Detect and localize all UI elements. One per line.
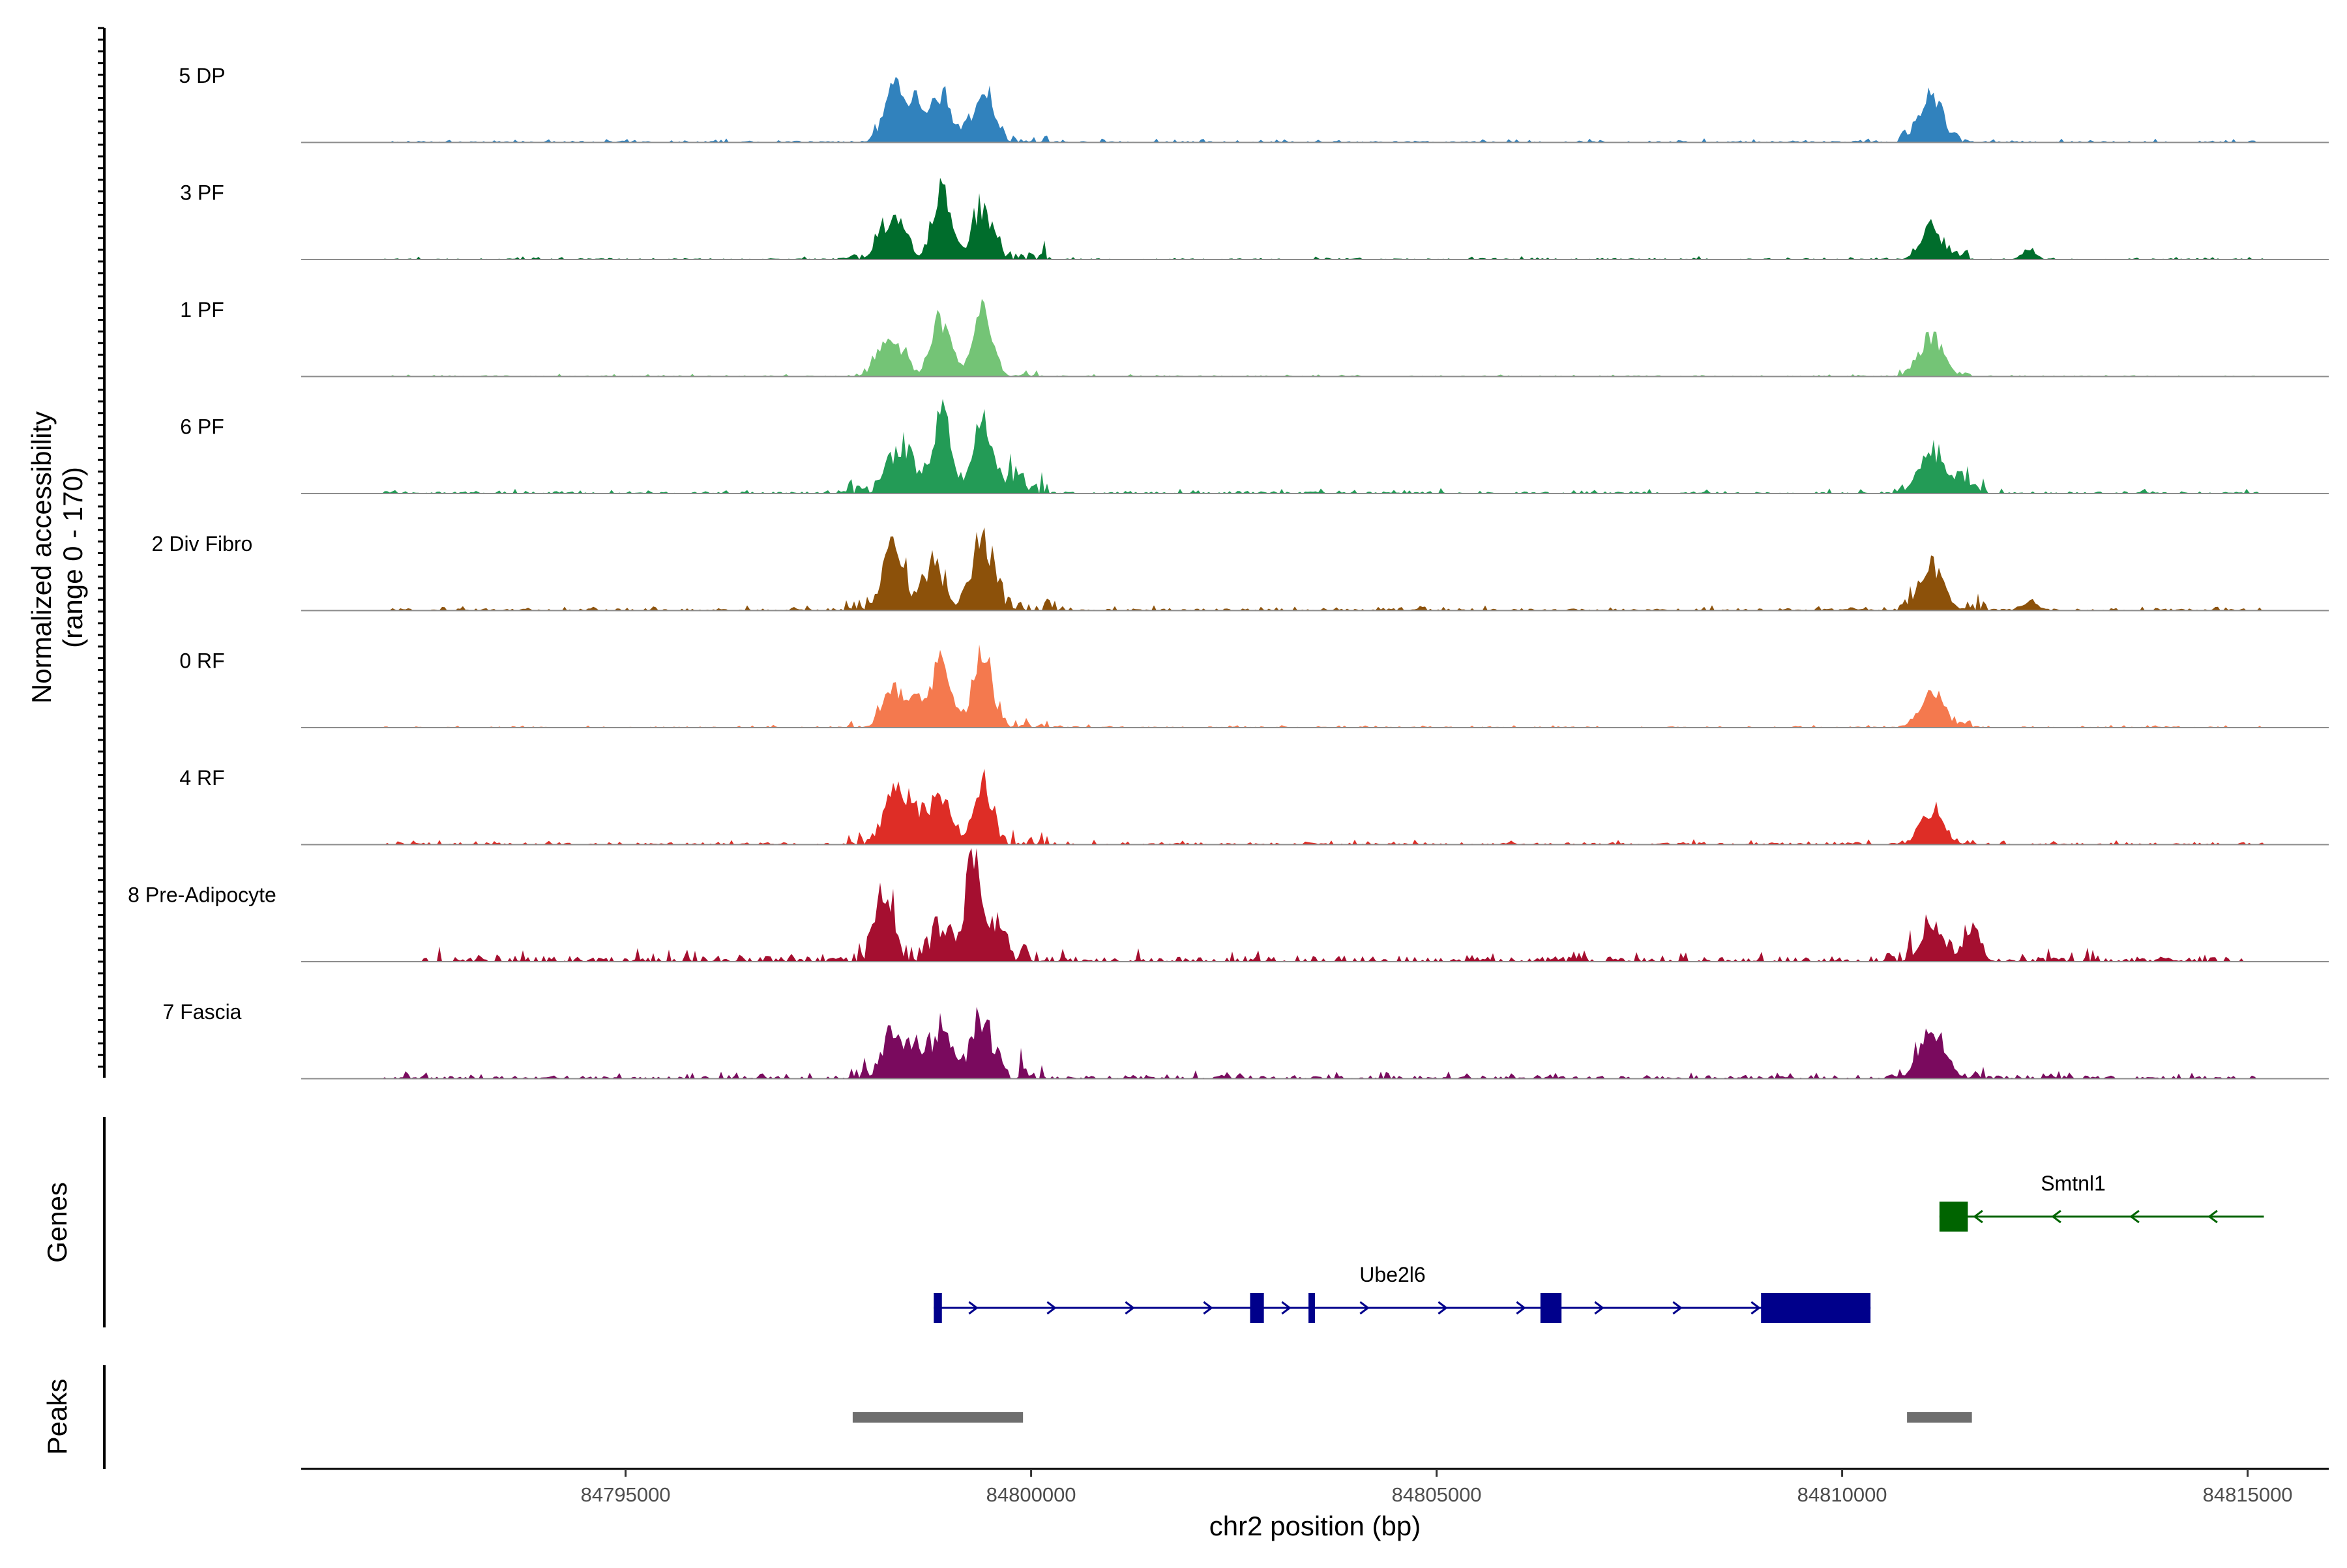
gene-name-label: Ube2l6 (1359, 1263, 1425, 1286)
strand-arrow (2129, 1209, 2140, 1224)
peak-regions (852, 1412, 1972, 1423)
x-tick-label: 84795000 (581, 1483, 671, 1506)
track-label: 8 Pre-Adipocyte (128, 883, 276, 907)
coverage-track: 1 PF (180, 298, 2329, 377)
peaks-panel-label: Peaks (42, 1379, 72, 1455)
strand-arrow (1281, 1301, 1292, 1315)
gene-exon (934, 1293, 942, 1323)
strand-arrow (1973, 1209, 1983, 1224)
coverage-area (301, 299, 2329, 377)
gene-exon (1761, 1293, 1871, 1323)
coverage-area (301, 1007, 2329, 1079)
x-tick-label: 84805000 (1392, 1483, 1482, 1506)
coverage-track: 4 RF (179, 766, 2329, 846)
x-axis-ticks: 84795000 84800000 84805000 84810000 84815000 (581, 1469, 2293, 1506)
strand-arrow (1594, 1301, 1604, 1315)
strand-arrow (1125, 1301, 1135, 1315)
strand-arrow (1750, 1301, 1761, 1315)
strand-arrow (968, 1301, 979, 1315)
coverage-y-range-label: (range 0 - 170) (57, 467, 88, 648)
track-label: 7 Fascia (163, 1000, 242, 1024)
track-label: 2 Div Fibro (152, 532, 253, 555)
strand-arrow (2207, 1209, 2218, 1224)
coverage-area (301, 177, 2329, 259)
peak-region-bar (852, 1412, 1024, 1423)
gene-exon (1308, 1293, 1315, 1323)
gene-exon (1540, 1293, 1562, 1323)
track-label: 3 PF (180, 181, 224, 205)
coverage-track: 5 DP (179, 64, 2329, 143)
strand-arrow (1516, 1301, 1526, 1315)
coverage-track: 0 RF (179, 644, 2329, 728)
coverage-track: 6 PF (180, 398, 2329, 494)
strand-arrow (1359, 1301, 1370, 1315)
gene-model: Smtnl1 (1939, 1172, 2264, 1232)
coverage-area (301, 76, 2329, 143)
strand-arrow (1046, 1301, 1057, 1315)
gene-name-label: Smtnl1 (2041, 1172, 2106, 1195)
gene-annotations: Smtnl1 Ube2l6 (934, 1172, 2264, 1323)
strand-arrow (2051, 1209, 2061, 1224)
track-label: 5 DP (179, 64, 225, 87)
track-label: 1 PF (180, 298, 224, 321)
strand-arrow (1203, 1301, 1213, 1315)
coverage-y-ticks (98, 27, 104, 1068)
coverage-tracks: 5 DP 3 PF 1 PF 6 PF 2 Div Fibro 0 RF 4 RF 8 Pre… (128, 64, 2329, 1080)
strand-arrow (1672, 1301, 1683, 1315)
gene-model: Ube2l6 (934, 1263, 1871, 1323)
peak-region-bar (1907, 1412, 1972, 1423)
coverage-area (301, 527, 2329, 611)
track-label: 4 RF (179, 766, 224, 790)
x-tick-label: 84815000 (2203, 1483, 2293, 1506)
coverage-track: 2 Div Fibro (152, 527, 2329, 612)
coverage-track: 7 Fascia (163, 1000, 2329, 1080)
coverage-track: 8 Pre-Adipocyte (128, 848, 2329, 962)
x-tick-label: 84800000 (986, 1483, 1076, 1506)
track-label: 6 PF (180, 415, 224, 439)
gene-exon (1939, 1202, 1968, 1232)
track-label: 0 RF (179, 649, 224, 673)
coverage-area (301, 398, 2329, 494)
coverage-track: 3 PF (180, 177, 2329, 260)
strand-arrow (1438, 1301, 1448, 1315)
coverage-y-label: Normalized accessibility (26, 411, 57, 703)
coverage-area (301, 848, 2329, 962)
coverage-area (301, 769, 2329, 845)
coverage-area (301, 644, 2329, 728)
gene-exon (1250, 1293, 1264, 1323)
genes-panel-label: Genes (42, 1182, 72, 1263)
x-tick-label: 84810000 (1797, 1483, 1887, 1506)
x-axis-title: chr2 position (bp) (1209, 1511, 1421, 1541)
